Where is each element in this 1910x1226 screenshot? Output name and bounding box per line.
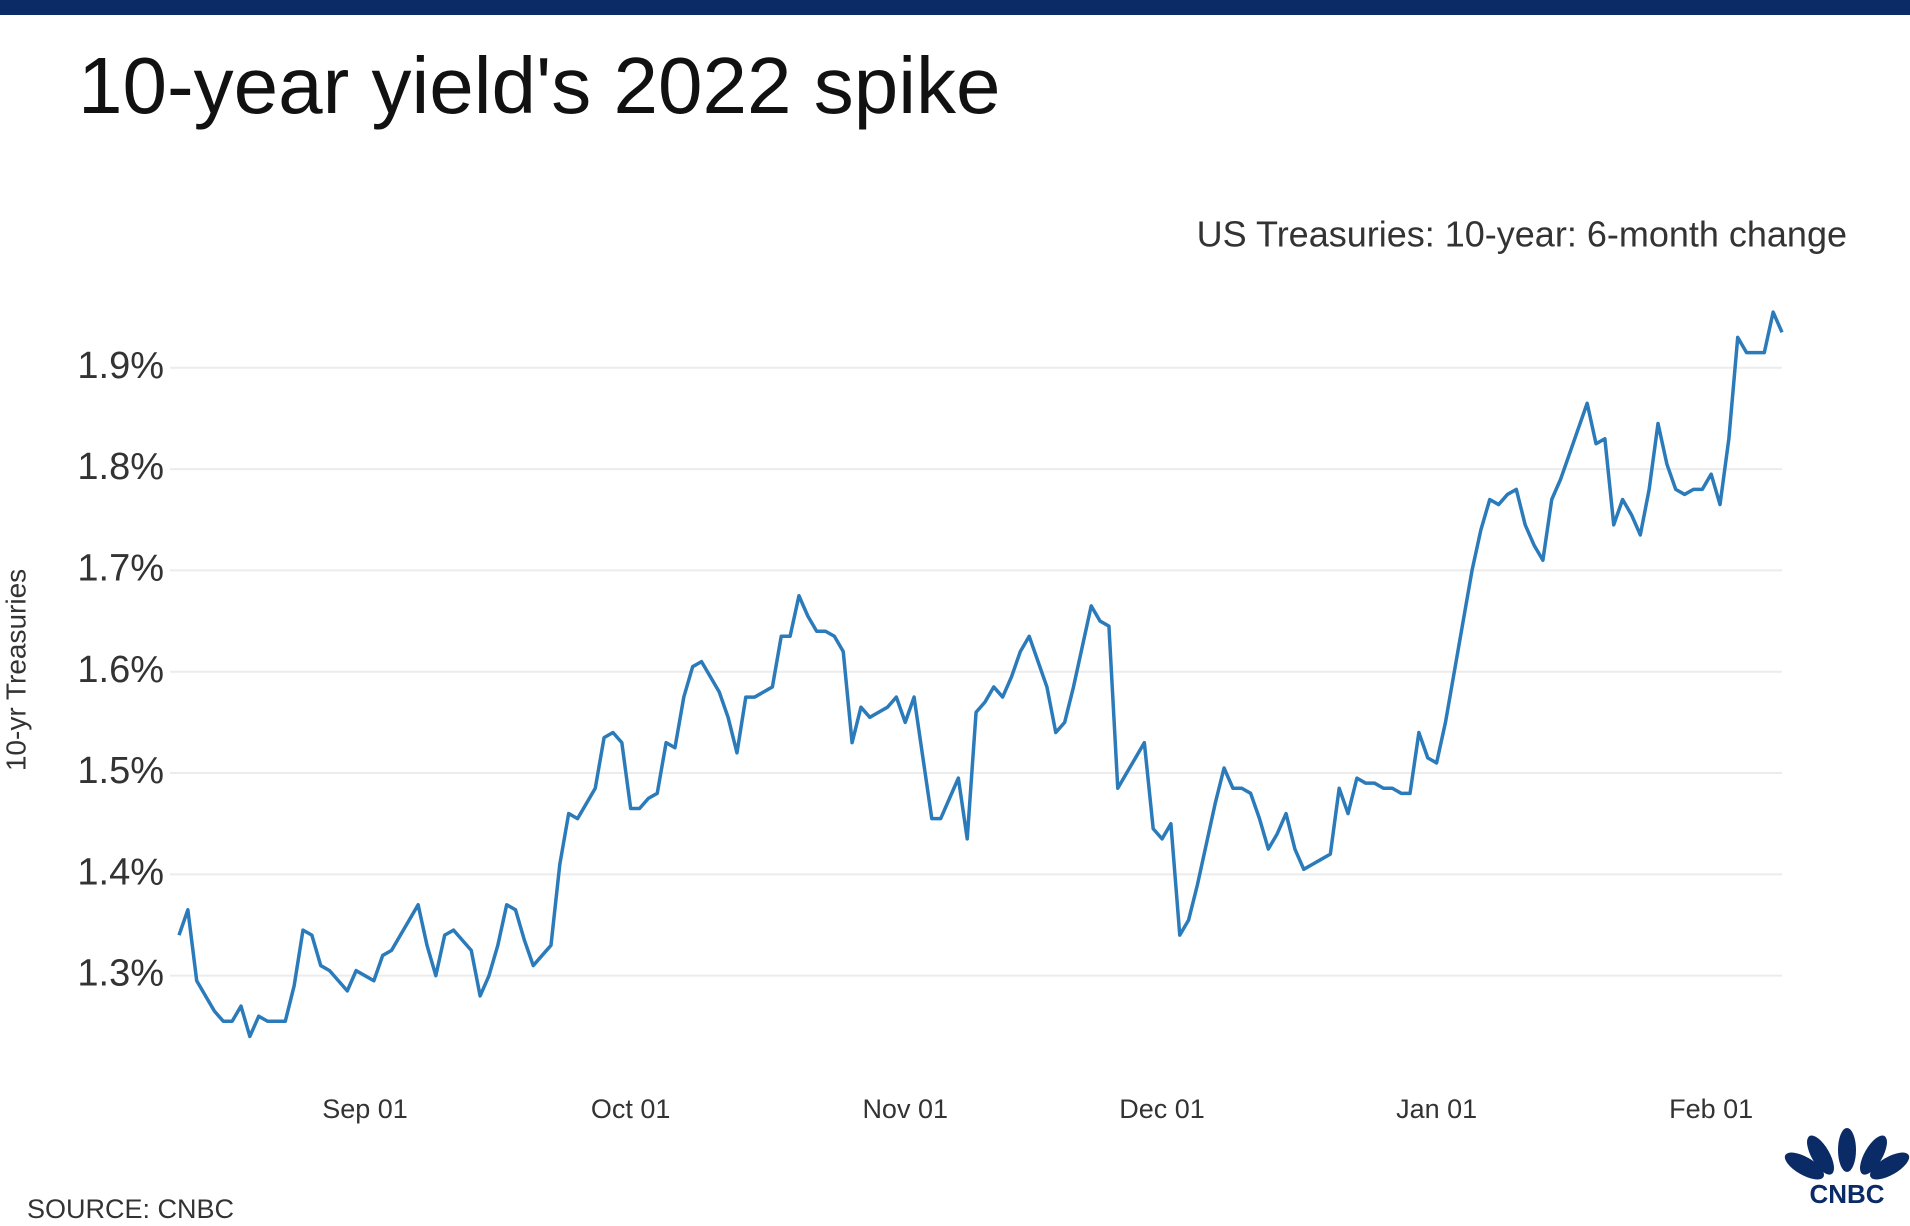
y-tick-label: 1.9% [77,345,164,387]
logo: CNBC [1784,1128,1910,1209]
x-tick-label: Dec 01 [1119,1094,1205,1124]
top-bar [0,0,1910,15]
y-tick-label: 1.8% [77,446,164,488]
y-tick-label: 1.7% [77,547,164,589]
y-tick-label: 1.3% [77,953,164,995]
logo-icon [1784,1128,1910,1180]
chart-subtitle: US Treasuries: 10-year: 6-month change [1197,214,1847,255]
x-tick-label: Nov 01 [862,1094,948,1124]
x-tick-label: Jan 01 [1396,1094,1477,1124]
y-tick-label: 1.6% [77,649,164,691]
chart-title: 10-year yield's 2022 spike [78,41,1000,130]
y-tick-label: 1.4% [77,851,164,893]
x-tick-label: Feb 01 [1669,1094,1753,1124]
x-tick-label: Sep 01 [322,1094,408,1124]
y-tick-label: 1.5% [77,750,164,792]
data-line [177,310,1784,1039]
x-tick-label: Oct 01 [591,1094,671,1124]
y-axis-label: 10-yr Treasuries [0,569,31,771]
source-note: SOURCE: CNBC [27,1194,234,1224]
logo-text: CNBC [1809,1179,1884,1209]
